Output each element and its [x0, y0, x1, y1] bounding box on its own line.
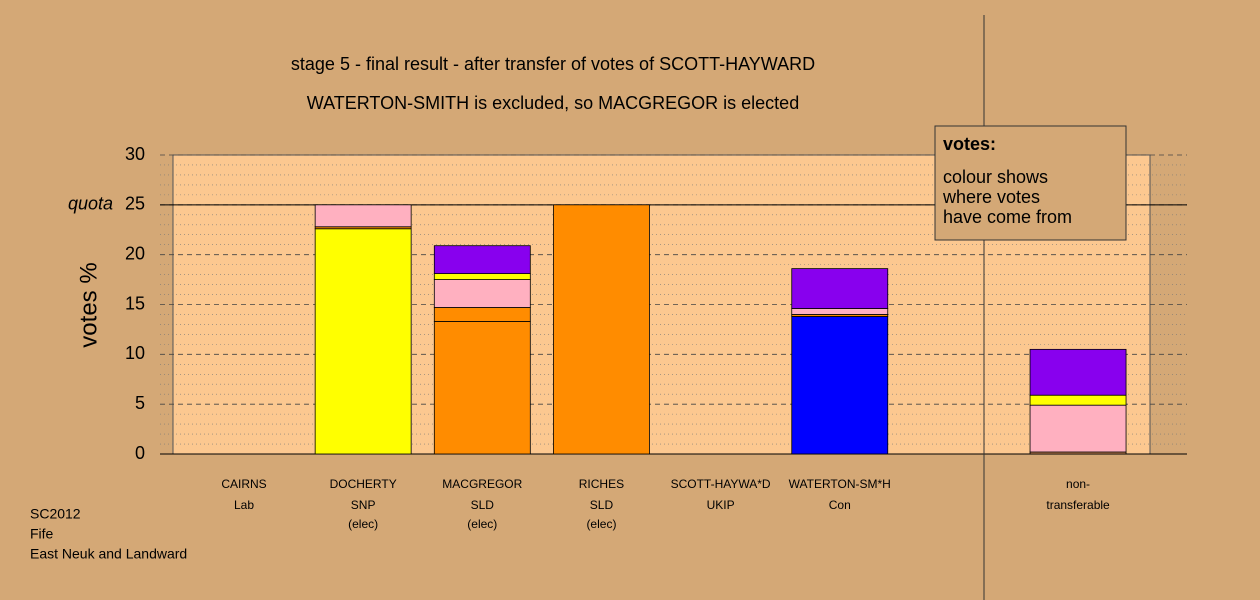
bar-segment [791, 308, 889, 315]
party-label: Con [829, 498, 851, 512]
quota-label: quota [68, 194, 113, 214]
x-tick-label: CAIRNS [221, 477, 266, 491]
party-label: Lab [234, 498, 254, 512]
legend-line: where votes [942, 187, 1040, 207]
footer-text: SC2012 [30, 506, 81, 522]
bar-segment [1029, 394, 1127, 406]
bar-segment [433, 307, 531, 322]
y-tick-label: 5 [135, 393, 145, 413]
party-label: SLD [471, 498, 495, 512]
bar-segment [314, 204, 412, 228]
bar-segment [433, 321, 531, 455]
footer-text: East Neuk and Landward [30, 546, 187, 562]
y-tick-label: 20 [125, 243, 145, 263]
bar-segment [791, 268, 889, 309]
party-label: SNP [351, 498, 376, 512]
bar-segment [1029, 348, 1127, 396]
x-tick-label: WATERTON-SM*H [789, 477, 891, 491]
party-label: SLD [590, 498, 614, 512]
party-label: UKIP [707, 498, 735, 512]
y-tick-label: 15 [125, 293, 145, 313]
y-tick-label: 30 [125, 144, 145, 164]
bar-segment [553, 204, 650, 455]
status-label: (elec) [586, 517, 616, 531]
y-tick-label: 0 [135, 443, 145, 463]
bar-segment [433, 279, 531, 308]
bar-segment [1029, 404, 1127, 453]
legend: votes: colour shows where votes have com… [934, 125, 1127, 241]
x-tick-label: SCOTT-HAYWA*D [671, 477, 771, 491]
status-label: (elec) [348, 517, 378, 531]
legend-line: colour shows [943, 167, 1048, 187]
x-tick-label: DOCHERTY [330, 477, 397, 491]
bar-segment [433, 245, 531, 275]
x-tick-label: non- [1066, 477, 1090, 491]
chart-title: stage 5 - final result - after transfer … [291, 54, 815, 74]
bar-segment [433, 273, 531, 280]
bars [314, 204, 1127, 455]
bar-segment [314, 228, 412, 455]
y-axis-label: votes % [75, 262, 102, 347]
x-tick-label: MACGREGOR [442, 477, 522, 491]
legend-title: votes: [943, 134, 996, 154]
x-tick-label: RICHES [579, 477, 624, 491]
legend-line: have come from [943, 207, 1072, 227]
legend-box [934, 125, 1127, 241]
status-label: (elec) [467, 517, 497, 531]
y-tick-label: 10 [125, 343, 145, 363]
footer-text: Fife [30, 526, 54, 542]
chart-subtitle: WATERTON-SMITH is excluded, so MACGREGOR… [307, 93, 799, 113]
party-label: transferable [1046, 498, 1110, 512]
bar-segment [791, 316, 889, 455]
y-tick-label: 25 [125, 194, 145, 214]
